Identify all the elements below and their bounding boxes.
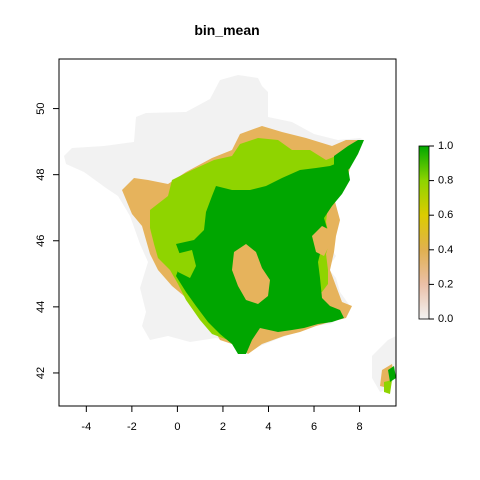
y-tick-label: 42 [35,367,47,379]
x-tick-label: 8 [357,421,363,433]
low-patch-alps [312,226,330,256]
legend-tick-label: 0.2 [438,278,453,290]
y-tick-label: 48 [35,169,47,181]
corsica-mid [384,380,392,394]
plot-title: bin_mean [194,22,259,38]
legend-colorbar [418,145,430,320]
x-tick-label: -4 [81,421,91,433]
legend-ticks: 0.0 0.2 0.4 0.6 0.8 1.0 [429,140,453,325]
legend-tick-label: 0.8 [438,175,453,187]
y-tick-label: 46 [35,235,47,247]
mid-patch-southwest [176,250,196,278]
y-axis: 42 44 46 48 50 [35,102,60,379]
x-tick-label: 6 [311,421,317,433]
legend-tick-label: 0.6 [438,209,453,221]
x-tick-label: -2 [127,421,137,433]
map-layer [64,75,396,394]
legend-tick-label: 1.0 [438,140,453,152]
x-tick-label: 2 [220,421,226,433]
y-tick-label: 44 [35,301,47,313]
high-value-region [176,162,350,354]
legend-tick-label: 0.0 [438,313,453,325]
x-tick-label: 4 [265,421,271,433]
legend-tick-label: 0.4 [438,244,453,256]
x-axis: -4 -2 0 2 4 6 8 [81,405,363,433]
low-patch-massif [232,244,270,304]
corsica-high [388,366,396,382]
y-tick-label: 50 [35,102,47,114]
high-strip-northeast [334,140,364,176]
x-tick-label: 0 [174,421,180,433]
